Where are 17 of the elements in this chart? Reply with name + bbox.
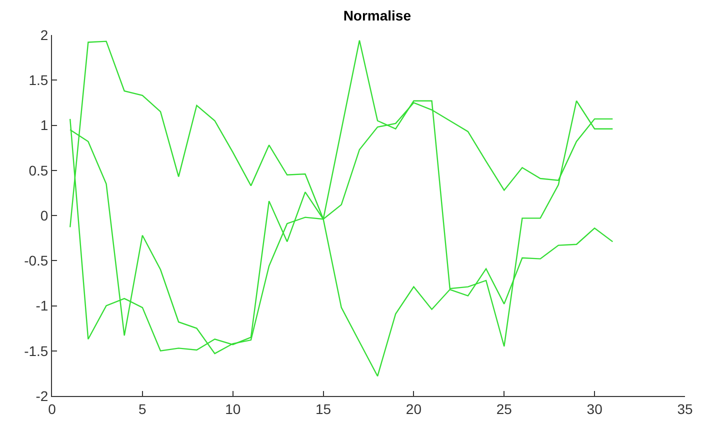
x-tick-label: 35	[677, 400, 693, 417]
x-tick-label: 15	[316, 400, 332, 417]
chart-title: Normalise	[343, 8, 412, 24]
y-tick-label: 0.5	[28, 162, 48, 178]
y-tick-label: 1.5	[28, 72, 48, 88]
x-tick-label: 30	[586, 400, 603, 417]
y-tick-label: 0	[40, 207, 48, 224]
y-tick-label: 1	[40, 117, 48, 134]
x-tick-label: 25	[496, 400, 512, 417]
y-tick-label: -1	[36, 298, 48, 314]
x-tick-label: 5	[138, 400, 147, 417]
x-tick-label: 20	[406, 400, 422, 417]
y-tick-label: 2	[40, 26, 48, 43]
y-tick-label: -1.5	[24, 342, 48, 359]
y-tick-label: -2	[36, 388, 48, 404]
y-tick-label: -0.5	[24, 252, 48, 269]
x-tick-label: 10	[225, 400, 241, 417]
